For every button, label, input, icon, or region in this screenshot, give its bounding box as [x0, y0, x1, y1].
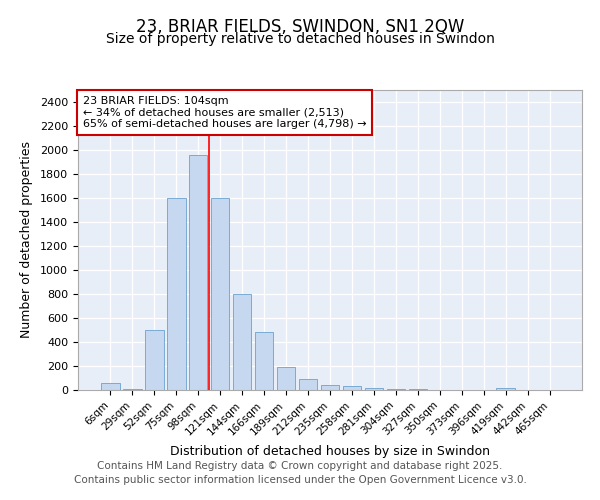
Bar	[343, 386, 361, 390]
Bar	[386, 389, 405, 390]
Text: 23, BRIAR FIELDS, SWINDON, SN1 2QW: 23, BRIAR FIELDS, SWINDON, SN1 2QW	[136, 18, 464, 36]
Bar	[299, 379, 317, 390]
Bar	[211, 198, 229, 390]
Bar	[145, 330, 164, 390]
Bar	[320, 385, 340, 390]
Text: Size of property relative to detached houses in Swindon: Size of property relative to detached ho…	[106, 32, 494, 46]
Y-axis label: Number of detached properties: Number of detached properties	[20, 142, 33, 338]
Text: Contains HM Land Registry data © Crown copyright and database right 2025.
Contai: Contains HM Land Registry data © Crown c…	[74, 461, 526, 485]
Text: 23 BRIAR FIELDS: 104sqm
← 34% of detached houses are smaller (2,513)
65% of semi: 23 BRIAR FIELDS: 104sqm ← 34% of detache…	[83, 96, 367, 129]
Bar	[496, 388, 515, 390]
Bar	[167, 198, 185, 390]
Bar	[101, 384, 119, 390]
Bar	[123, 389, 142, 390]
Bar	[189, 155, 208, 390]
Bar	[255, 332, 274, 390]
X-axis label: Distribution of detached houses by size in Swindon: Distribution of detached houses by size …	[170, 445, 490, 458]
Bar	[233, 294, 251, 390]
Bar	[365, 388, 383, 390]
Bar	[277, 366, 295, 390]
